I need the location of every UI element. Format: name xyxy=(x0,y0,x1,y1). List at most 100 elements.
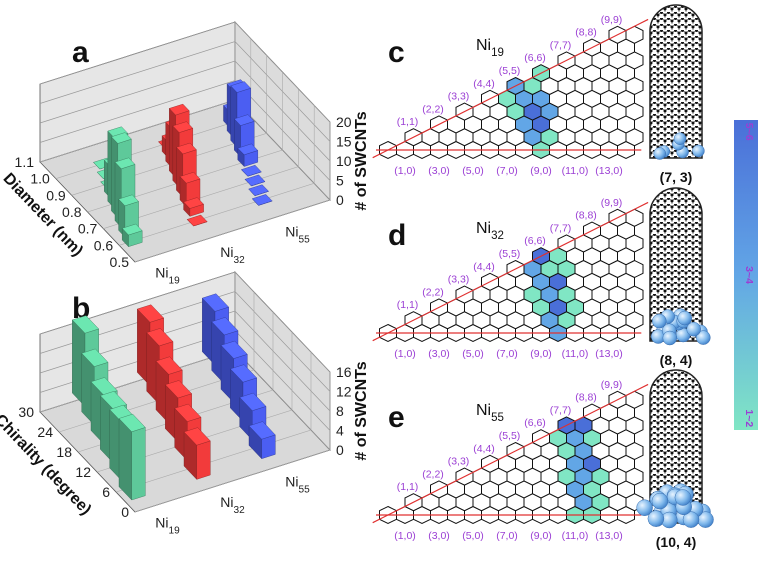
bar-top xyxy=(211,317,239,336)
chiral-index-label: (9,0) xyxy=(530,348,552,360)
grid-line xyxy=(119,105,315,246)
catalyst-atom xyxy=(653,147,666,160)
chiral-index-label: (1,0) xyxy=(394,165,416,177)
bar xyxy=(248,184,269,196)
chiral-index-label: (11,0) xyxy=(562,530,589,542)
bar-top xyxy=(233,114,255,126)
chiral-index-label: (3,3) xyxy=(448,274,470,286)
chiral-index-label: (5,5) xyxy=(499,65,521,77)
chiral-index-label: (3,0) xyxy=(428,530,450,542)
catalyst-atom xyxy=(682,511,700,528)
grid-line xyxy=(96,332,293,473)
bar-top xyxy=(186,214,208,227)
chiral-index-label: (2,2) xyxy=(422,286,444,298)
catalyst-atom xyxy=(677,310,692,326)
chiral-index-label: (3,3) xyxy=(448,456,470,468)
chiral-index-label: (1,0) xyxy=(394,530,416,542)
grid-line xyxy=(87,72,283,213)
bar-top xyxy=(164,380,193,399)
category-label: Ni19 xyxy=(155,515,180,537)
bar-top xyxy=(111,132,132,144)
chiral-index-label: (13,0) xyxy=(595,348,622,360)
z-axis-label: # of SWCNTs xyxy=(353,361,370,460)
category-label: Ni19 xyxy=(155,265,180,287)
chiral-index-label: (8,8) xyxy=(575,210,597,222)
catalyst-atom xyxy=(652,313,667,329)
z-tick-label: 0 xyxy=(336,442,344,458)
bar-top xyxy=(248,184,269,196)
nanotube xyxy=(649,4,703,159)
chiral-index-label: (2,2) xyxy=(422,468,444,480)
chiral-index-label: (7,0) xyxy=(496,530,518,542)
highlighted-hexagon xyxy=(591,467,610,486)
bar-top xyxy=(118,194,139,207)
category-label: Ni32 xyxy=(220,244,245,266)
bar-top xyxy=(229,364,258,383)
chiral-index-label: (5,5) xyxy=(499,430,521,442)
panel-letter: a xyxy=(72,36,89,69)
bar-top xyxy=(168,103,190,116)
y-tick-label: 30 xyxy=(18,404,34,420)
chiral-index-label: (3,3) xyxy=(448,91,470,103)
catalyst-atom xyxy=(696,330,711,345)
cluster-label: Ni19 xyxy=(476,37,504,59)
y-tick-label: 1.1 xyxy=(15,154,35,170)
bar xyxy=(244,174,266,187)
y-tick-label: 6 xyxy=(102,484,110,500)
category-label: Ni55 xyxy=(285,473,310,495)
nanotube xyxy=(649,187,703,342)
chiral-index-label: (6,6) xyxy=(524,235,546,247)
bar-top xyxy=(176,142,197,155)
z-tick-label: 15 xyxy=(336,134,352,150)
chiral-index-label: (1,0) xyxy=(394,348,416,360)
bar xyxy=(183,427,211,480)
grid-line xyxy=(115,352,312,493)
bar xyxy=(121,223,143,248)
catalyst-atom xyxy=(692,144,705,158)
chiral-index-label: (3,0) xyxy=(428,165,450,177)
y-tick-label: 1.0 xyxy=(30,171,50,187)
z-tick-label: 5 xyxy=(336,173,344,189)
bar-top xyxy=(136,304,165,323)
catalyst-atom xyxy=(636,499,653,516)
z-tick-label: 12 xyxy=(336,384,352,400)
chiral-index-label: (4,4) xyxy=(473,261,495,273)
y-tick-label: 0.6 xyxy=(94,237,114,253)
tube-label: (7, 3) xyxy=(660,169,693,185)
bar-top xyxy=(201,293,230,312)
bar xyxy=(118,413,146,501)
catalyst-atom xyxy=(647,510,665,527)
y-tick-label: 0.7 xyxy=(78,221,98,237)
chiral-index-label: (5,0) xyxy=(462,165,484,177)
chiral-index-label: (7,0) xyxy=(496,348,518,360)
chiral-index-label: (7,7) xyxy=(550,222,572,234)
catalyst-atom xyxy=(662,330,678,346)
y-tick-label: 0.9 xyxy=(46,187,66,203)
y-tick-label: 24 xyxy=(37,424,53,440)
highlighted-hexagon xyxy=(557,259,576,279)
bar-top xyxy=(172,121,194,133)
category-label: Ni32 xyxy=(220,494,245,516)
highlighted-hexagon xyxy=(583,429,601,448)
chiral-index-label: (3,0) xyxy=(428,348,450,360)
chiral-index-label: (7,7) xyxy=(550,404,572,416)
z-tick-label: 4 xyxy=(336,423,344,439)
bar-top xyxy=(244,174,266,187)
chiral-index-label: (9,0) xyxy=(530,530,552,542)
bar xyxy=(183,197,204,217)
panel-letter: c xyxy=(388,36,405,69)
chiral-index-label: (8,8) xyxy=(575,392,597,404)
chiral-index-label: (1,1) xyxy=(397,481,419,493)
bar-top xyxy=(155,356,183,375)
bar-top xyxy=(114,157,136,170)
bar xyxy=(248,421,276,460)
bar-front xyxy=(131,427,146,501)
bar-top xyxy=(174,403,202,422)
grid-line xyxy=(103,88,299,229)
grid-line xyxy=(134,372,331,513)
chiral-index-label: (7,7) xyxy=(550,39,572,51)
bar-top xyxy=(179,171,201,184)
bar-top xyxy=(146,328,174,347)
panel-letter: d xyxy=(388,219,406,252)
